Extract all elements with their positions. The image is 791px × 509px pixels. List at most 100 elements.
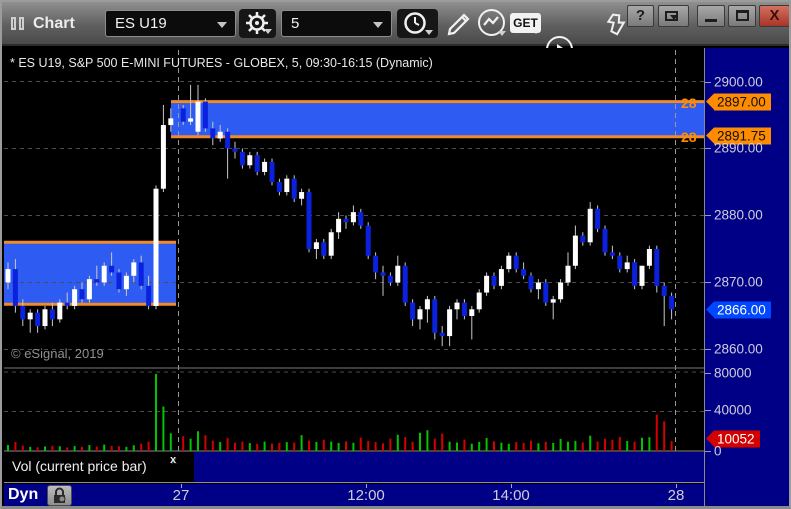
chevron-down-icon bbox=[498, 31, 506, 36]
chevron-down-icon bbox=[373, 22, 383, 28]
time-template-button[interactable] bbox=[397, 9, 438, 38]
lock-icon bbox=[54, 487, 66, 503]
volume-bar bbox=[596, 441, 599, 451]
candle-body bbox=[365, 225, 371, 256]
volume-bar bbox=[604, 438, 606, 451]
pointer-tool-icon[interactable] bbox=[606, 12, 630, 38]
candle-body bbox=[513, 255, 519, 270]
candle-body bbox=[476, 292, 482, 310]
candle-body bbox=[624, 262, 630, 270]
interval-value: 5 bbox=[291, 15, 300, 32]
restore-window-button[interactable] bbox=[658, 5, 689, 27]
volume-bar bbox=[300, 435, 303, 451]
volume-bar bbox=[641, 437, 643, 451]
volume-bar bbox=[448, 441, 451, 451]
price-axis-label: 80000 bbox=[714, 365, 752, 381]
candle-body bbox=[336, 218, 342, 233]
volume-bar bbox=[322, 439, 325, 451]
time-axis-tick bbox=[366, 484, 367, 488]
toolbar: Chart ES U19 5 bbox=[2, 2, 789, 90]
chart-area[interactable] bbox=[4, 48, 704, 452]
help-button[interactable]: ? bbox=[627, 5, 654, 27]
clock-icon bbox=[404, 12, 426, 34]
lock-button[interactable] bbox=[47, 485, 72, 506]
candle-body bbox=[5, 269, 11, 283]
volume-bar bbox=[522, 442, 525, 451]
maximize-button[interactable] bbox=[728, 5, 756, 27]
volume-bar bbox=[110, 445, 113, 451]
copyright-watermark: © eSignal, 2019 bbox=[11, 346, 104, 361]
candle-body bbox=[27, 312, 33, 320]
candle-body bbox=[358, 212, 364, 226]
chevron-down-icon bbox=[217, 22, 227, 28]
volume-bar bbox=[211, 440, 214, 451]
axis-tick bbox=[705, 373, 711, 374]
candle-body bbox=[269, 161, 275, 182]
volume-bar bbox=[58, 446, 61, 451]
volume-bar bbox=[493, 441, 495, 451]
symbol-combo[interactable]: ES U19 bbox=[105, 10, 236, 37]
zone-rectangle bbox=[171, 101, 704, 137]
axis-tick bbox=[705, 282, 711, 283]
get-data-button[interactable]: GET bbox=[510, 13, 541, 34]
candle-body bbox=[491, 275, 497, 286]
volume-bar bbox=[382, 443, 384, 451]
volume-bar bbox=[485, 437, 488, 451]
minimize-icon bbox=[705, 19, 717, 22]
candle-body bbox=[632, 262, 638, 286]
volume-bar bbox=[88, 445, 91, 451]
volume-bar bbox=[95, 446, 98, 451]
symbol-value: ES U19 bbox=[115, 15, 167, 32]
volume-bar bbox=[308, 440, 310, 451]
volume-bar bbox=[36, 447, 39, 451]
candle-body bbox=[328, 232, 334, 256]
candle-body bbox=[138, 262, 144, 286]
volume-bar bbox=[663, 421, 666, 451]
candle-body bbox=[661, 285, 667, 296]
candle-body bbox=[49, 309, 55, 320]
dynamic-mode-label[interactable]: Dyn bbox=[8, 486, 39, 503]
volume-bar bbox=[330, 441, 333, 451]
price-axis[interactable]: 2900.00 2897.00 2891.75 2890.00 2880.00 2870.… bbox=[704, 48, 789, 506]
volume-bar bbox=[426, 430, 429, 451]
candle-body bbox=[160, 125, 166, 189]
time-axis[interactable]: Dyn 27 12:00 14:00 28 bbox=[4, 484, 789, 506]
indicator-tool-icon[interactable] bbox=[478, 9, 506, 36]
volume-bar bbox=[611, 439, 614, 451]
candle-body bbox=[42, 309, 48, 327]
zone-price-label: 28 bbox=[681, 129, 697, 145]
candle-body bbox=[565, 265, 571, 283]
volume-bar bbox=[411, 441, 414, 451]
close-button[interactable]: X bbox=[759, 5, 789, 27]
volume-bar bbox=[507, 443, 510, 451]
price-axis-label: 2880.00 bbox=[714, 207, 763, 223]
time-axis-tick bbox=[511, 484, 512, 488]
volume-bar bbox=[7, 445, 9, 451]
chart-title: * ES U19, S&P 500 E-MINI FUTURES - GLOBE… bbox=[10, 56, 433, 70]
volume-bar bbox=[226, 438, 229, 451]
candle-body bbox=[424, 299, 430, 310]
volume-bar bbox=[21, 445, 24, 451]
interval-combo[interactable]: 5 bbox=[281, 10, 392, 37]
volume-bar bbox=[219, 442, 222, 451]
study-close-icon[interactable]: x bbox=[170, 454, 177, 466]
study-label-row: Vol (current price bar) x bbox=[4, 452, 194, 483]
candle-body bbox=[498, 269, 504, 286]
question-mark-icon: ? bbox=[635, 7, 646, 24]
settings-button[interactable] bbox=[239, 9, 276, 38]
candle-body bbox=[210, 128, 216, 139]
volume-bar bbox=[278, 442, 281, 451]
chart-canvas[interactable] bbox=[4, 48, 704, 452]
minimize-button[interactable] bbox=[697, 5, 725, 27]
candle-body bbox=[202, 101, 208, 129]
candle-body bbox=[454, 302, 460, 310]
candle-body bbox=[558, 282, 564, 300]
pencil-draw-tool-icon[interactable] bbox=[445, 11, 472, 38]
axis-tick bbox=[705, 451, 711, 452]
volume-bar bbox=[396, 434, 399, 451]
axis-tick bbox=[705, 148, 711, 149]
candle-body bbox=[447, 309, 453, 337]
candle-body bbox=[313, 242, 319, 249]
volume-bar bbox=[73, 446, 76, 451]
volume-bar bbox=[670, 441, 673, 451]
